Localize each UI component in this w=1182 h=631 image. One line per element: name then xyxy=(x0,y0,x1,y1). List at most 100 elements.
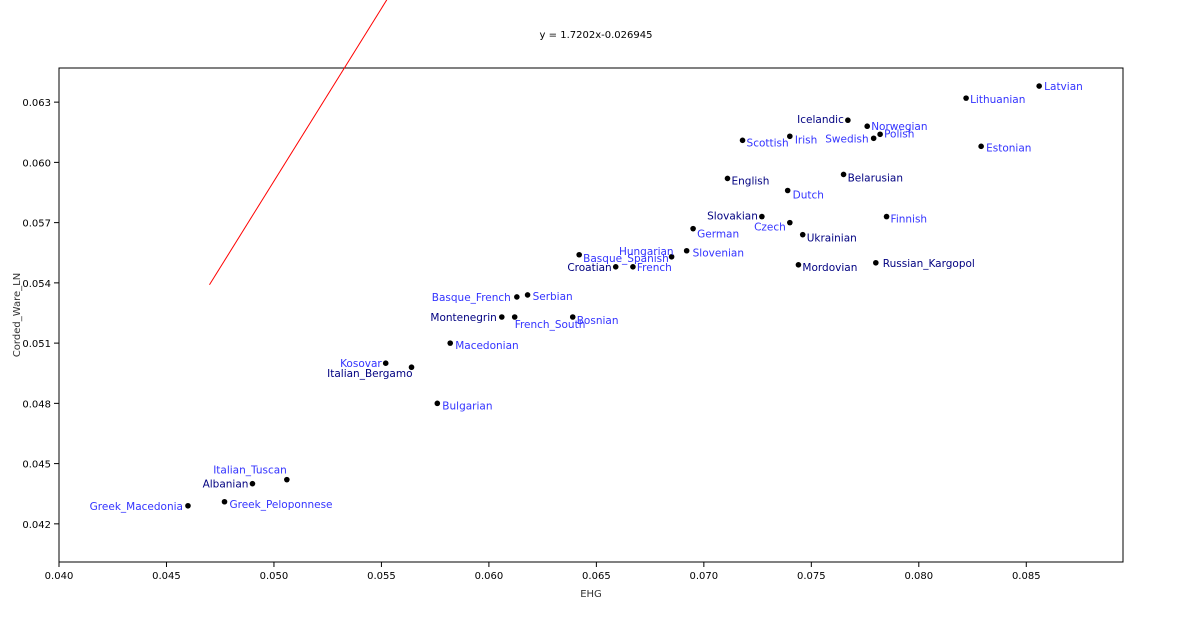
data-point-macedonian xyxy=(447,340,454,346)
data-point-slovakian xyxy=(759,213,765,220)
data-label-russian-kargopol: Russian_Kargopol xyxy=(883,258,975,270)
data-label-dutch: Dutch xyxy=(793,189,824,201)
data-label-ukrainian: Ukrainian xyxy=(807,233,857,245)
data-label-estonian: Estonian xyxy=(986,142,1031,154)
data-point-estonian xyxy=(978,143,984,150)
x-tick-label: 0.065 xyxy=(582,571,611,582)
x-tick-label: 0.060 xyxy=(475,571,504,582)
data-point-czech xyxy=(787,219,793,226)
data-label-greek-macedonia: Greek_Macedonia xyxy=(90,501,183,513)
data-point-latvian xyxy=(1036,83,1042,89)
data-label-greek-peloponnese: Greek_Peloponnese xyxy=(230,499,333,511)
data-label-kosovar: Kosovar xyxy=(340,358,382,370)
y-tick-label: 0.063 xyxy=(22,98,51,109)
data-point-french xyxy=(630,264,636,270)
data-point-english xyxy=(724,175,731,182)
x-axis: 0.040 0.045 0.050 0.055 0.060 0.065 0.070 0.075… xyxy=(45,562,1041,582)
data-point-irish xyxy=(787,133,793,140)
data-label-lithuanian: Lithuanian xyxy=(970,94,1025,106)
data-points xyxy=(185,83,1042,509)
data-label-bulgarian: Bulgarian xyxy=(442,400,492,412)
x-tick-label: 0.075 xyxy=(797,571,826,582)
data-label-swedish: Swedish xyxy=(825,133,868,145)
data-point-polish xyxy=(877,131,883,138)
x-tick-label: 0.080 xyxy=(904,571,933,582)
data-labels: Latvian Lithuanian Estonian Icelandic Norweg… xyxy=(90,81,1083,513)
x-axis-title: EHG xyxy=(580,589,602,600)
data-label-basque-french: Basque_French xyxy=(432,292,511,304)
data-label-croatian: Croatian xyxy=(567,262,611,274)
data-point-slovenian xyxy=(683,247,690,254)
data-point-icelandic xyxy=(845,117,851,124)
data-label-mordovian: Mordovian xyxy=(802,262,857,274)
data-label-icelandic: Icelandic xyxy=(797,114,844,126)
data-point-kosovar xyxy=(382,360,389,366)
data-point-finnish xyxy=(883,213,890,220)
data-label-czech: Czech xyxy=(754,222,786,234)
x-tick-label: 0.085 xyxy=(1012,571,1041,582)
data-label-polish: Polish xyxy=(884,128,914,140)
data-label-french-south: French_South xyxy=(515,319,586,331)
data-label-belarusian: Belarusian xyxy=(848,172,903,184)
data-point-bosnian xyxy=(569,314,576,320)
data-label-slovakian: Slovakian xyxy=(707,211,758,223)
data-point-swedish xyxy=(870,135,877,142)
data-label-montenegrin: Montenegrin xyxy=(430,312,496,324)
data-label-finnish: Finnish xyxy=(891,214,928,226)
data-point-basque-spanish xyxy=(576,251,582,258)
data-label-italian-bergamo: Italian_Bergamo xyxy=(327,368,412,380)
data-point-italian-bergamo xyxy=(408,364,415,371)
data-label-latvian: Latvian xyxy=(1044,81,1083,93)
data-point-scottish xyxy=(739,137,746,144)
y-tick-label: 0.048 xyxy=(22,399,51,410)
data-label-german: German xyxy=(697,229,739,241)
data-label-basque-spanish: Basque_Spanish xyxy=(583,253,669,265)
plot-area xyxy=(58,67,1124,563)
data-label-macedonian: Macedonian xyxy=(455,340,518,352)
data-point-mordovian xyxy=(795,261,802,268)
data-label-norwegian: Norwegian xyxy=(871,121,927,133)
data-point-serbian xyxy=(524,292,531,298)
data-point-montenegrin xyxy=(498,314,505,320)
data-point-belarusian xyxy=(840,171,847,178)
data-label-slovenian: Slovenian xyxy=(693,248,744,260)
data-point-french-south xyxy=(511,314,518,320)
data-point-lithuanian xyxy=(963,95,969,101)
x-tick-label: 0.045 xyxy=(152,571,181,582)
y-tick-label: 0.054 xyxy=(22,279,51,290)
x-tick-label: 0.070 xyxy=(690,571,719,582)
data-point-albanian xyxy=(249,480,256,487)
data-point-hungarian xyxy=(668,253,675,260)
data-label-serbian: Serbian xyxy=(533,291,573,303)
x-tick-label: 0.040 xyxy=(45,571,74,582)
data-point-basque-french xyxy=(514,294,520,300)
data-point-norwegian xyxy=(864,123,871,130)
y-axis-title: Corded_Ware_LN xyxy=(12,273,23,357)
data-label-scottish: Scottish xyxy=(747,137,789,149)
data-label-irish: Irish xyxy=(795,134,817,146)
data-point-italian-tuscan xyxy=(284,476,290,483)
data-label-english: English xyxy=(731,175,769,187)
data-point-russian-kargopol xyxy=(873,259,879,266)
trendline xyxy=(209,0,388,286)
data-label-hungarian: Hungarian xyxy=(619,246,674,258)
data-label-bosnian: Bosnian xyxy=(577,315,619,327)
data-label-albanian: Albanian xyxy=(203,479,249,491)
x-tick-label: 0.050 xyxy=(260,571,289,582)
data-point-bulgarian xyxy=(434,400,441,407)
data-point-greek-macedonia xyxy=(185,502,191,509)
y-axis: 0.042 0.045 0.048 0.051 0.054 0.057 0.060 0.063 xyxy=(22,98,59,531)
data-point-german xyxy=(690,225,696,232)
data-label-italian-tuscan: Italian_Tuscan xyxy=(213,465,287,477)
y-tick-label: 0.051 xyxy=(22,339,51,350)
data-point-dutch xyxy=(784,187,791,194)
data-point-greek-peloponnese xyxy=(221,498,228,505)
data-point-croatian xyxy=(612,264,619,270)
y-tick-label: 0.042 xyxy=(22,520,51,531)
data-point-ukrainian xyxy=(799,231,806,238)
x-tick-label: 0.055 xyxy=(367,571,396,582)
y-tick-label: 0.045 xyxy=(22,460,51,471)
y-tick-label: 0.057 xyxy=(22,219,51,230)
